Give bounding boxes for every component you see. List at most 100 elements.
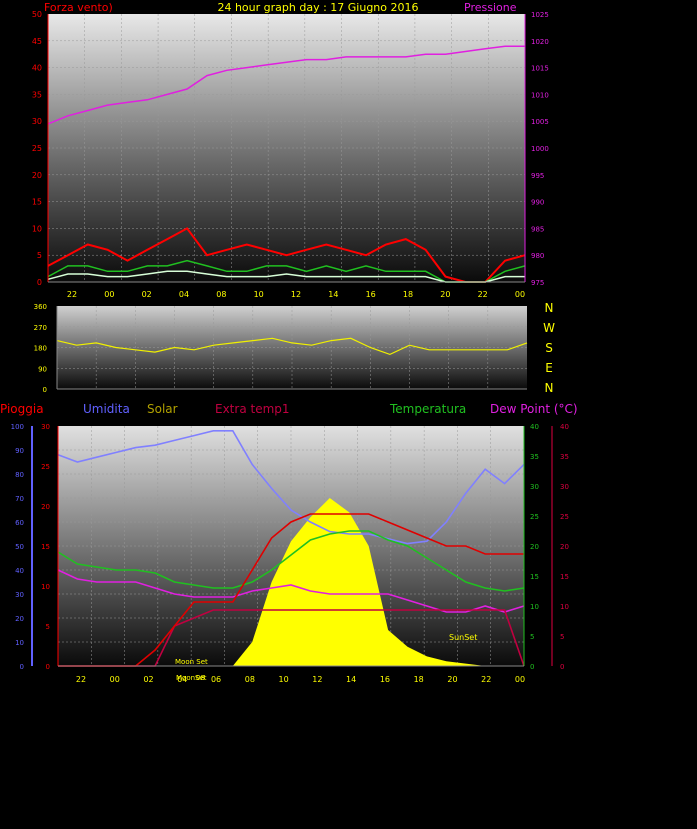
y-tick-label: 0 (37, 278, 42, 287)
annotation-moon-set: Moon Set (175, 658, 208, 666)
x-tick-label: 22 (481, 675, 491, 684)
left-tick-labels: 0 90 180 270 360 (34, 303, 47, 394)
x-tick-label: 16 (366, 290, 376, 299)
y-tick-label: 5 (46, 623, 50, 631)
y-tick-label: 20 (15, 615, 24, 623)
y-tick-label: 1015 (531, 65, 549, 73)
x-tick-label: 14 (346, 675, 356, 684)
y-tick-label: 180 (34, 345, 47, 353)
annotation-sunset: SunSet (449, 633, 477, 642)
y-tick-label: 985 (531, 225, 544, 233)
y-tick-label: 30 (560, 483, 569, 491)
legend-extra-temp: Extra temp1 (215, 402, 290, 416)
compass-label: N (545, 301, 554, 315)
y-tick-label: 0 (46, 663, 50, 671)
y-tick-label: 35 (530, 453, 539, 461)
y-tick-label: 15 (32, 198, 42, 207)
y-tick-label: 995 (531, 172, 544, 180)
y-tick-label: 1020 (531, 38, 549, 46)
x-tick-label: 08 (216, 290, 226, 299)
x-tick-label: 12 (291, 290, 301, 299)
y-tick-label: 5 (560, 633, 564, 641)
x-tick-label: 08 (245, 675, 255, 684)
series-group (57, 429, 525, 667)
legend-humidity: Umidita (83, 402, 130, 416)
y-tick-label: 1005 (531, 118, 549, 126)
rain-tick-labels: 0 5 10 15 20 25 30 (41, 423, 50, 671)
right-axis-title: Pressione (464, 1, 517, 14)
y-tick-label: 10 (32, 224, 42, 233)
x-tick-label: 06 (211, 675, 221, 684)
compass-label: E (545, 361, 553, 375)
compass-label: S (545, 341, 553, 355)
y-tick-label: 90 (38, 365, 47, 373)
y-tick-label: 0 (20, 663, 24, 671)
y-tick-label: 90 (15, 447, 24, 455)
y-tick-label: 25 (530, 513, 539, 521)
solar-area (58, 498, 524, 666)
y-tick-label: 1000 (531, 145, 549, 153)
y-tick-label: 0 (43, 386, 47, 394)
y-tick-label: 70 (15, 495, 24, 503)
x-tick-label: 04 (177, 675, 187, 684)
x-tick-label: 00 (515, 675, 525, 684)
x-tick-label: 10 (279, 675, 289, 684)
x-tick-label: 20 (440, 290, 450, 299)
y-tick-label: 0 (530, 663, 534, 671)
y-tick-label: 10 (560, 603, 569, 611)
y-tick-label: 50 (32, 10, 42, 19)
annotation-moonset-time: 08 (196, 674, 205, 682)
y-tick-label: 20 (41, 503, 50, 511)
humidity-tick-labels: 0 10 20 30 40 50 60 70 80 90 100 (11, 423, 24, 671)
left-tick-labels: 0 5 10 15 20 25 30 35 40 45 50 (32, 10, 42, 287)
dewpoint-tick-labels: 0 5 10 15 20 25 30 35 40 (560, 423, 569, 671)
y-tick-label: 40 (530, 423, 539, 431)
chart-title: 24 hour graph day : 17 Giugno 2016 (217, 1, 418, 14)
annotation-moonset: MoonSet (176, 674, 207, 682)
y-tick-label: 25 (32, 144, 42, 153)
x-tick-label: 12 (312, 675, 322, 684)
y-tick-label: 40 (15, 567, 24, 575)
x-tick-labels: 22 00 02 04 06 08 10 12 14 16 18 20 22 00 (76, 675, 525, 684)
y-tick-label: 10 (530, 603, 539, 611)
y-tick-label: 30 (530, 483, 539, 491)
y-tick-label: 5 (37, 251, 42, 260)
x-tick-label: 02 (142, 290, 152, 299)
y-tick-label: 360 (34, 303, 47, 311)
y-tick-label: 35 (560, 453, 569, 461)
x-tick-label: 20 (447, 675, 457, 684)
legend-dew-point: Dew Point (°C) (490, 402, 578, 416)
x-tick-label: 04 (179, 290, 189, 299)
y-tick-label: 980 (531, 252, 544, 260)
temperature-tick-labels: 0 5 10 15 20 25 30 35 40 (530, 423, 539, 671)
y-tick-label: 5 (530, 633, 534, 641)
y-tick-label: 0 (560, 663, 564, 671)
x-tick-labels: 22 00 02 04 08 10 12 14 16 18 20 22 00 (67, 290, 525, 299)
y-tick-label: 30 (41, 423, 50, 431)
x-tick-label: 18 (403, 290, 413, 299)
x-tick-label: 16 (380, 675, 390, 684)
x-tick-label: 00 (110, 675, 120, 684)
x-tick-label: 00 (104, 290, 114, 299)
y-tick-label: 35 (32, 90, 42, 99)
temperature-series (57, 530, 525, 592)
x-tick-label: 18 (414, 675, 424, 684)
y-tick-label: 15 (530, 573, 539, 581)
x-tick-label: 14 (328, 290, 338, 299)
legend-solar: Solar (147, 402, 178, 416)
y-tick-label: 25 (41, 463, 50, 471)
left-axis-title: Forza vento) (44, 1, 113, 14)
direction-series (56, 337, 528, 356)
y-tick-label: 10 (15, 639, 24, 647)
legend-rain: Pioggia (0, 402, 44, 416)
y-tick-label: 15 (41, 543, 50, 551)
series-group (56, 337, 528, 356)
y-tick-label: 100 (11, 423, 24, 431)
y-tick-label: 20 (530, 543, 539, 551)
compass-label: W (543, 321, 555, 335)
y-tick-label: 975 (531, 279, 544, 287)
